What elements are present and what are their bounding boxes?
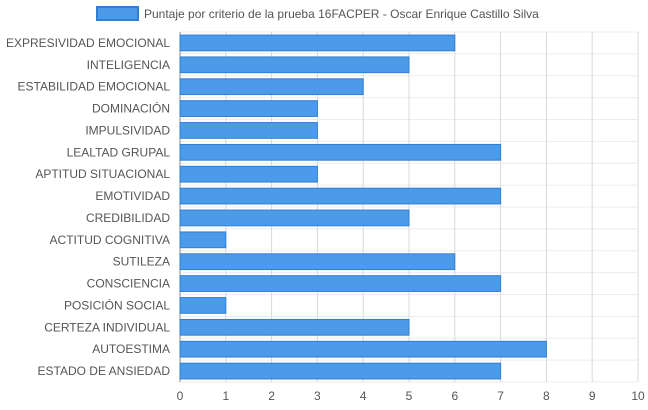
bar[interactable] <box>179 187 502 205</box>
category-label: SUTILEZA <box>113 255 170 269</box>
bar[interactable] <box>179 122 318 139</box>
x-tick-label: 6 <box>451 389 458 403</box>
bar[interactable] <box>179 78 364 96</box>
bars <box>179 34 547 380</box>
category-label: EXPRESIVIDAD EMOCIONAL <box>6 36 170 50</box>
category-label: DOMINACIÓN <box>92 101 170 116</box>
x-tick-label: 4 <box>360 389 367 403</box>
bar[interactable] <box>179 253 456 271</box>
category-label: ACTITUD COGNITIVA <box>50 233 170 247</box>
bar[interactable] <box>179 143 502 161</box>
x-tick-label: 10 <box>631 389 645 403</box>
bar[interactable] <box>179 56 410 74</box>
bar[interactable] <box>179 209 410 227</box>
bar[interactable] <box>179 362 502 380</box>
legend-swatch[interactable] <box>96 6 139 21</box>
bar[interactable] <box>179 100 318 117</box>
legend-label[interactable]: Puntaje por criterio de la prueba 16FACP… <box>144 7 539 21</box>
x-tick-label: 5 <box>406 389 413 403</box>
category-label: ESTABILIDAD EMOCIONAL <box>18 80 171 94</box>
category-label: EMOTIVIDAD <box>95 189 170 203</box>
category-labels: EXPRESIVIDAD EMOCIONAL INTELIGENCIA ESTABI… <box>6 36 170 378</box>
bar[interactable] <box>179 318 410 336</box>
x-tick-label: 8 <box>543 389 550 403</box>
category-label: APTITUD SITUACIONAL <box>35 167 170 181</box>
category-label: LEALTAD GRUPAL <box>67 145 171 159</box>
bar[interactable] <box>179 34 456 52</box>
category-label: AUTOESTIMA <box>92 342 170 356</box>
bar[interactable] <box>179 297 227 314</box>
category-label: POSICIÓN SOCIAL <box>64 297 170 312</box>
category-label: CERTEZA INDIVIDUAL <box>44 320 170 334</box>
bar[interactable] <box>179 231 227 249</box>
x-tick-label: 0 <box>177 389 184 403</box>
x-tick-labels: 0 1 2 3 4 5 6 7 8 9 10 <box>177 389 645 403</box>
bar[interactable] <box>179 275 502 292</box>
x-tick-label: 3 <box>314 389 321 403</box>
x-tick-label: 1 <box>222 389 229 403</box>
bar[interactable] <box>179 340 547 358</box>
category-label: CREDIBILIDAD <box>86 211 170 225</box>
x-tick-label: 7 <box>497 389 504 403</box>
bar[interactable] <box>179 165 318 183</box>
category-label: INTELIGENCIA <box>87 58 170 72</box>
legend[interactable]: Puntaje por criterio de la prueba 16FACP… <box>96 6 539 21</box>
x-tick-label: 9 <box>589 389 596 403</box>
category-label: ESTADO DE ANSIEDAD <box>38 364 171 378</box>
category-label: IMPULSIVIDAD <box>85 123 170 137</box>
category-label: CONSCIENCIA <box>87 277 170 291</box>
x-tick-label: 2 <box>268 389 275 403</box>
